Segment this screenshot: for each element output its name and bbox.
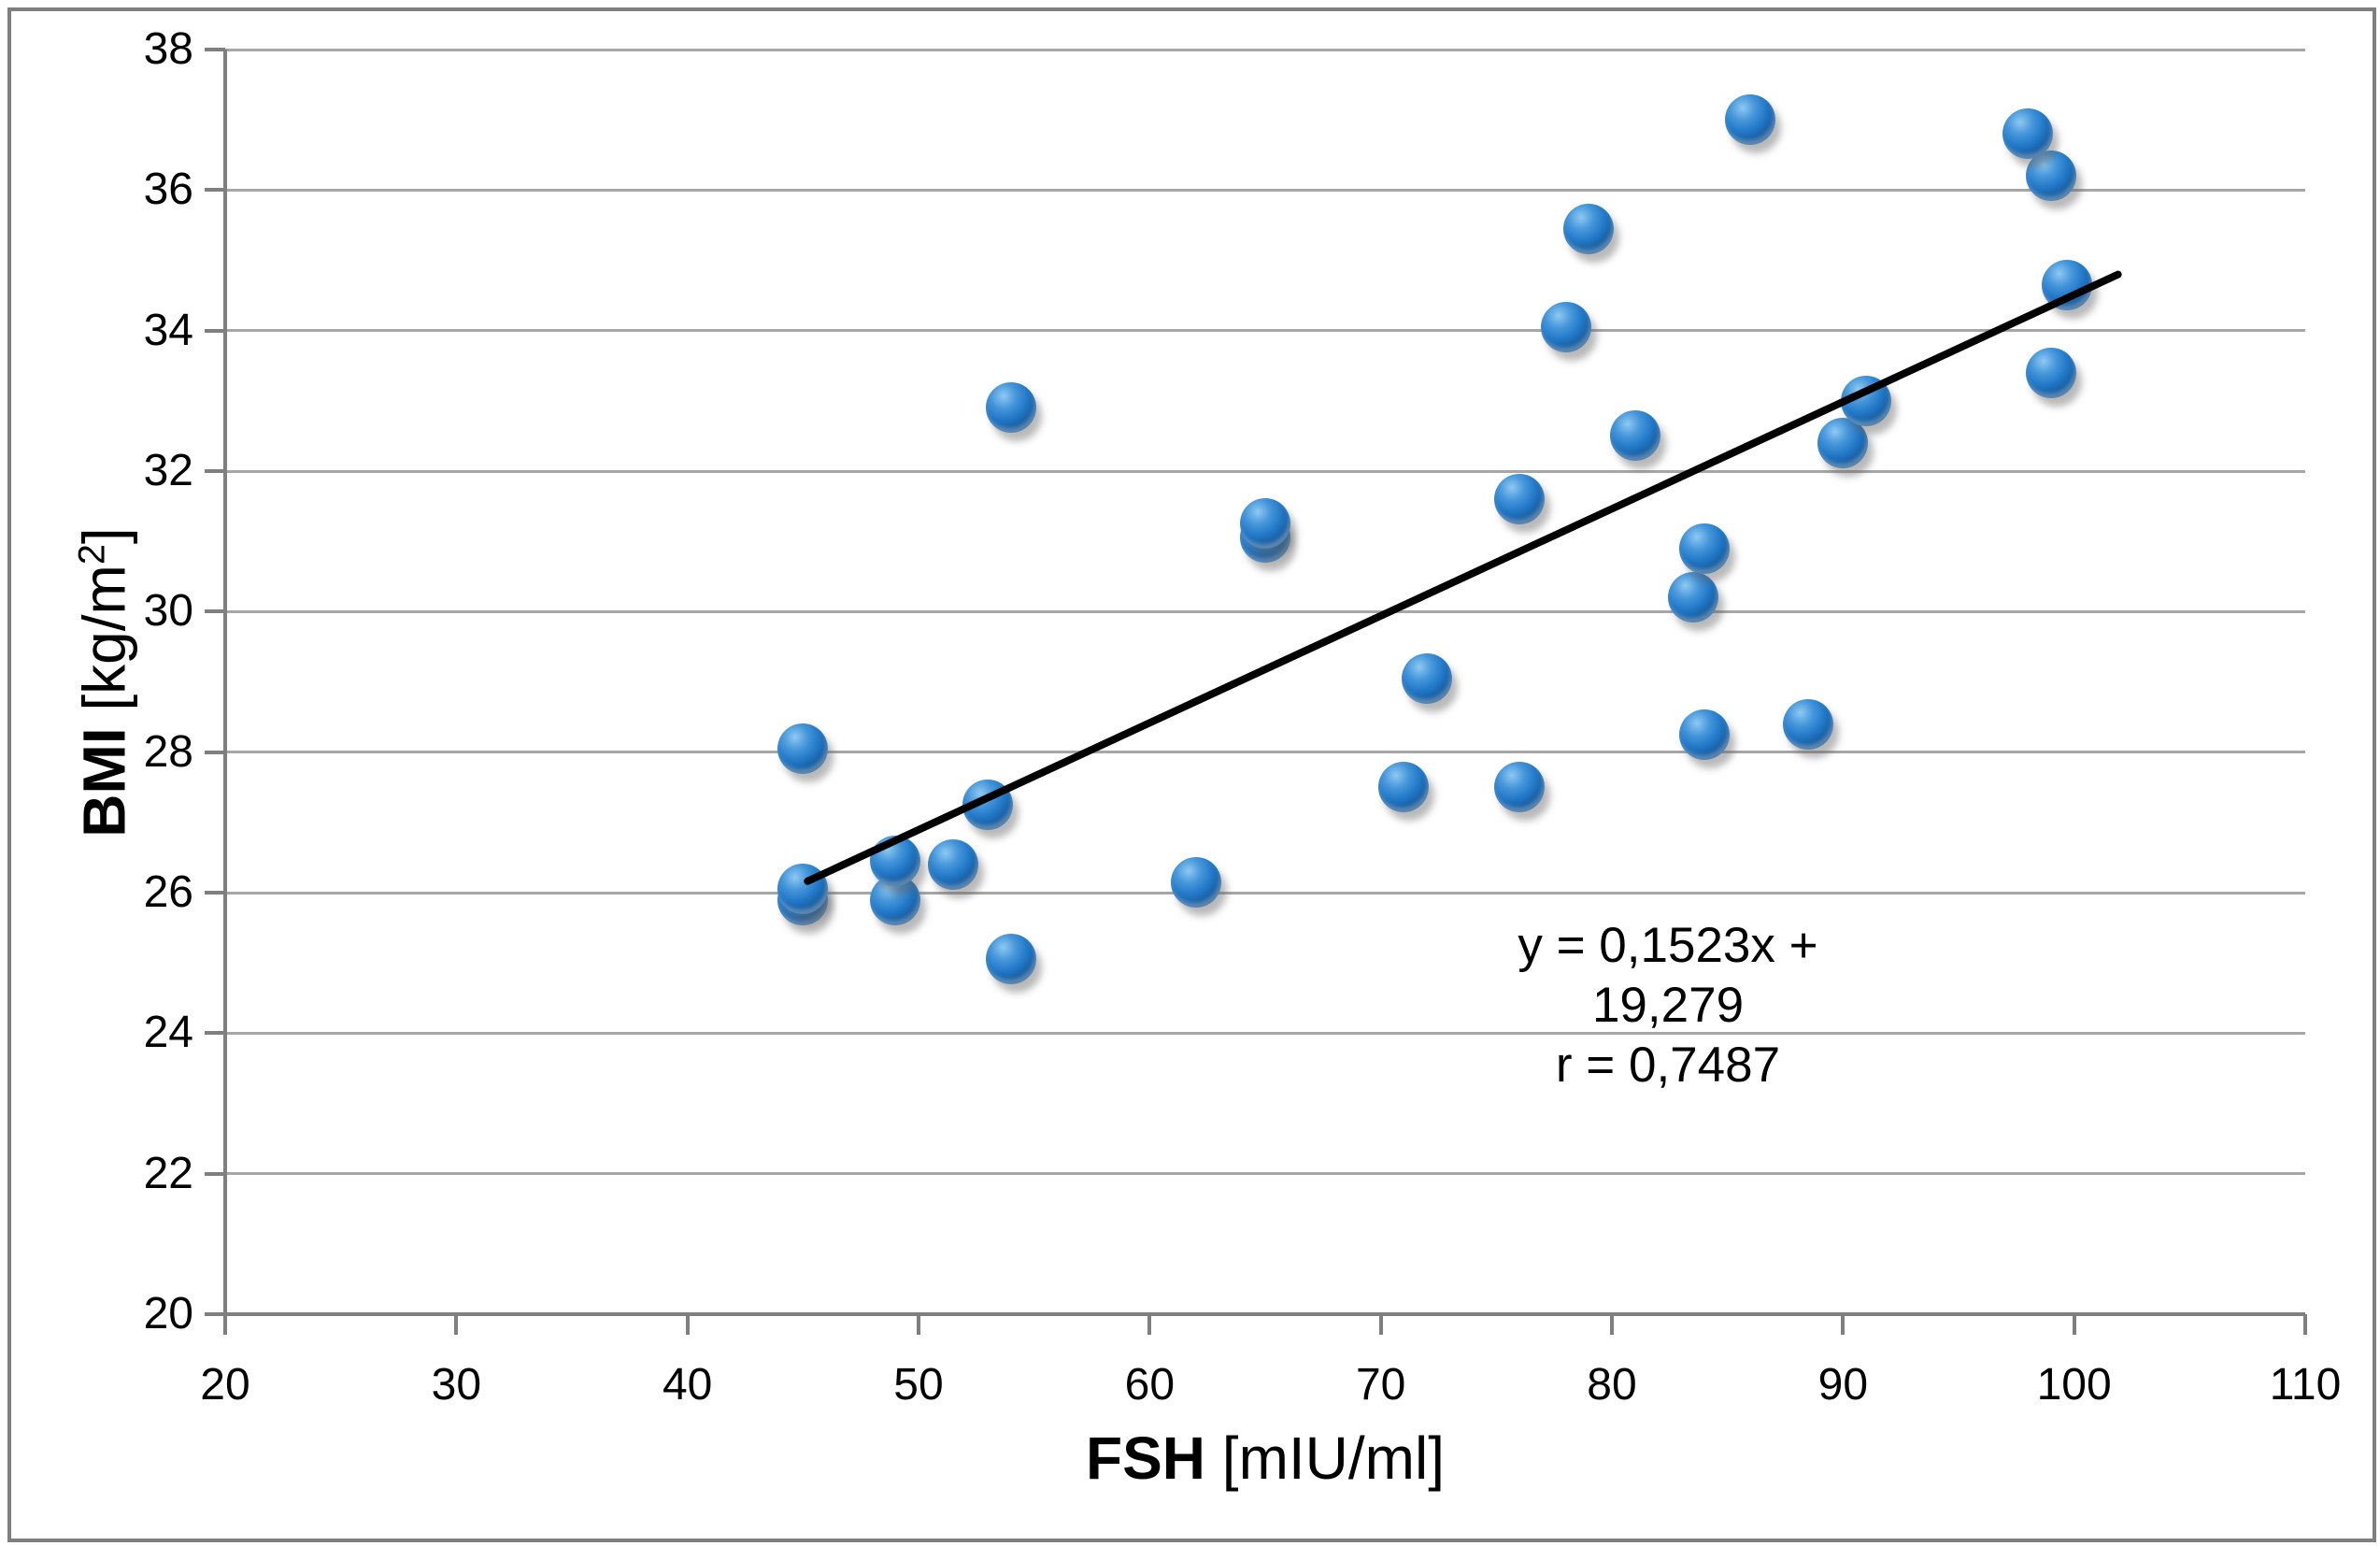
y-axis-tick bbox=[205, 328, 225, 333]
data-point-marker bbox=[1563, 203, 1615, 254]
gridline bbox=[225, 1031, 2305, 1035]
data-point-marker bbox=[777, 723, 829, 774]
gridline bbox=[225, 469, 2305, 473]
data-point-marker bbox=[1540, 301, 1591, 352]
data-point-marker bbox=[1678, 522, 1730, 574]
data-point-marker bbox=[2025, 347, 2076, 398]
y-tick-label: 20 bbox=[143, 1289, 193, 1338]
x-tick-label: 50 bbox=[893, 1360, 944, 1410]
data-point-marker bbox=[1609, 410, 1660, 462]
x-axis-tick bbox=[1841, 1314, 1846, 1335]
x-tick-label: 70 bbox=[1355, 1360, 1406, 1410]
data-point-marker bbox=[1494, 474, 1546, 525]
y-tick-label: 32 bbox=[143, 446, 193, 495]
y-tick-label: 38 bbox=[143, 24, 193, 74]
data-point-marker bbox=[985, 934, 1036, 985]
x-tick-label: 30 bbox=[431, 1360, 482, 1410]
y-axis-tick bbox=[205, 48, 225, 51]
x-tick-label: 80 bbox=[1587, 1360, 1637, 1410]
x-axis-tick bbox=[2303, 1314, 2307, 1335]
x-tick-label: 110 bbox=[2269, 1360, 2342, 1410]
gridline bbox=[225, 751, 2305, 754]
y-axis-title: BMI [kg/m2] bbox=[58, 527, 138, 837]
y-tick-label: 36 bbox=[143, 165, 193, 215]
y-axis-tick bbox=[205, 609, 225, 614]
x-axis-title: FSH [mIU/ml] bbox=[891, 1423, 1639, 1494]
plot-area bbox=[205, 48, 2307, 1335]
data-point-marker bbox=[1817, 417, 1869, 468]
x-axis-tick bbox=[454, 1314, 459, 1335]
trendline-equation: y = 0,1523x + 19,279 bbox=[1518, 918, 1818, 1033]
data-point-marker bbox=[985, 382, 1036, 434]
data-point-marker bbox=[1494, 762, 1546, 813]
y-tick-label: 34 bbox=[143, 305, 193, 355]
data-point-marker bbox=[1378, 762, 1430, 813]
data-point-marker bbox=[1725, 94, 1776, 146]
gridline bbox=[225, 188, 2305, 192]
y-axis-title-superscript: 2 bbox=[71, 544, 113, 565]
y-tick-label: 28 bbox=[143, 726, 193, 777]
x-tick-label: 60 bbox=[1124, 1360, 1176, 1410]
trendline-annotation: y = 0,1523x + 19,279 r = 0,7487 bbox=[1495, 916, 1841, 1095]
y-axis-tick bbox=[205, 1171, 225, 1176]
y-tick-label: 22 bbox=[143, 1148, 193, 1198]
x-axis-tick bbox=[917, 1314, 920, 1335]
x-axis-tick bbox=[1610, 1314, 1614, 1335]
data-point-marker bbox=[1402, 652, 1453, 704]
x-axis-line bbox=[225, 1312, 2305, 1316]
trendline bbox=[804, 270, 2122, 885]
data-point-marker bbox=[1667, 572, 1718, 623]
y-axis-tick bbox=[205, 1031, 225, 1036]
y-axis-title-unit-post: ] bbox=[70, 527, 138, 545]
x-tick-label: 100 bbox=[2036, 1360, 2112, 1410]
data-point-marker bbox=[1678, 709, 1730, 760]
data-point-marker bbox=[2002, 108, 2054, 160]
gridline bbox=[225, 329, 2305, 333]
correlation-coefficient: r = 0,7487 bbox=[1555, 1038, 1781, 1093]
y-tick-label: 24 bbox=[143, 1008, 193, 1058]
gridline bbox=[225, 891, 2305, 895]
data-point-marker bbox=[2025, 150, 2076, 202]
x-axis-tick bbox=[685, 1314, 690, 1335]
y-axis-tick bbox=[205, 469, 225, 473]
x-axis-title-unit: [mIU/ml] bbox=[1205, 1424, 1445, 1492]
x-axis-tick bbox=[1378, 1314, 1383, 1335]
x-axis-title-bold: FSH bbox=[1086, 1424, 1206, 1492]
y-axis-line bbox=[223, 50, 227, 1335]
x-axis-tick bbox=[223, 1314, 227, 1335]
x-tick-label: 20 bbox=[200, 1360, 250, 1410]
figure-border bbox=[7, 7, 2376, 1542]
gridline bbox=[225, 48, 2305, 51]
trendline-segment bbox=[804, 270, 2122, 885]
y-axis-tick bbox=[205, 891, 225, 895]
y-axis-tick bbox=[205, 750, 225, 754]
y-axis-tick bbox=[205, 1312, 225, 1316]
data-point-marker bbox=[928, 838, 979, 890]
y-tick-label: 26 bbox=[143, 867, 193, 917]
x-axis-tick bbox=[2072, 1314, 2076, 1335]
gridline bbox=[225, 1172, 2305, 1176]
x-tick-label: 90 bbox=[1817, 1360, 1869, 1410]
y-axis-tick bbox=[205, 188, 225, 193]
x-axis-tick bbox=[1147, 1314, 1152, 1335]
data-point-marker bbox=[1240, 498, 1290, 550]
gridline bbox=[225, 609, 2305, 613]
x-tick-label: 40 bbox=[662, 1360, 713, 1410]
data-point-marker bbox=[1783, 698, 1834, 750]
y-tick-label: 30 bbox=[143, 586, 193, 637]
data-point-marker bbox=[1170, 856, 1221, 908]
